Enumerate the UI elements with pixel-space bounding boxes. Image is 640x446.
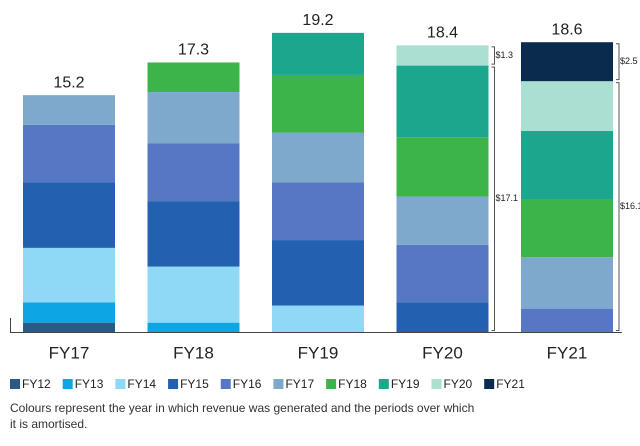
bar-segment xyxy=(396,45,489,66)
legend-label: FY21 xyxy=(496,377,525,391)
legend-label: FY20 xyxy=(444,377,473,391)
legend-label: FY17 xyxy=(285,377,314,391)
legend-label: FY13 xyxy=(75,377,104,391)
bar-segment xyxy=(396,196,489,245)
x-tick-label: FY21 xyxy=(547,343,588,362)
legend-swatch xyxy=(484,379,495,389)
legend-label: FY15 xyxy=(180,377,209,391)
bar-segment xyxy=(521,42,613,82)
legend-swatch xyxy=(326,379,337,389)
bar-segment xyxy=(396,244,489,303)
bar-segment xyxy=(396,65,489,138)
bracket-label: $16.1 xyxy=(620,201,640,211)
bar-segment xyxy=(147,266,240,323)
bracket-label: $2.5 xyxy=(620,56,638,66)
legend-label: FY19 xyxy=(391,377,420,391)
bar-segment xyxy=(272,132,364,183)
legend-swatch xyxy=(378,379,389,389)
total-label: 19.2 xyxy=(302,12,333,29)
x-tick-label: FY17 xyxy=(49,343,90,362)
bar-segment xyxy=(521,257,613,309)
bar-segment xyxy=(521,131,613,200)
legend-swatch xyxy=(220,379,231,389)
bar-segment xyxy=(23,322,115,332)
bracket xyxy=(616,82,620,331)
bar-segment xyxy=(521,308,613,332)
legend-swatch xyxy=(62,379,73,389)
bar-segment xyxy=(23,247,115,303)
legend-swatch xyxy=(10,379,20,389)
bar-segment xyxy=(23,302,115,323)
legend-swatch xyxy=(115,379,126,389)
bar-segment xyxy=(272,305,364,332)
footnote-line: it is amortised. xyxy=(10,417,88,431)
bar-segment xyxy=(23,182,115,248)
x-tick-label: FY19 xyxy=(298,343,339,362)
legend-label: FY16 xyxy=(233,377,262,391)
bracket xyxy=(491,66,495,331)
bar-segment xyxy=(521,199,613,258)
bar-segment xyxy=(147,143,240,202)
legend-label: FY14 xyxy=(127,377,156,391)
bar-segment xyxy=(272,74,364,133)
bar-segment xyxy=(521,81,613,132)
legend-swatch xyxy=(431,379,442,389)
x-tick-label: FY18 xyxy=(173,343,214,362)
x-tick-label: FY20 xyxy=(422,343,463,362)
bracket xyxy=(491,46,495,65)
legend-label: FY18 xyxy=(338,377,367,391)
total-label: 18.6 xyxy=(551,21,582,38)
bar-segment xyxy=(396,302,489,332)
bracket-label: $17.1 xyxy=(496,193,519,203)
bar-segment xyxy=(147,92,240,144)
bar-segment xyxy=(23,124,115,183)
total-label: 17.3 xyxy=(178,42,209,59)
bar-segment xyxy=(272,32,364,75)
bracket-label: $1.3 xyxy=(496,50,514,60)
bar-segment xyxy=(396,137,489,197)
legend-swatch xyxy=(168,379,179,389)
bar-segment xyxy=(23,95,115,125)
total-label: 15.2 xyxy=(53,74,84,91)
footnote-line: Colours represent the year in which reve… xyxy=(10,401,475,415)
bracket xyxy=(616,43,620,81)
legend-label: FY12 xyxy=(22,377,51,391)
total-label: 18.4 xyxy=(427,25,458,42)
bar-segment xyxy=(147,322,240,332)
bar-segment xyxy=(272,182,364,241)
footnote: Colours represent the year in which reve… xyxy=(10,400,474,432)
bar-segment xyxy=(272,240,364,306)
bar-segment xyxy=(147,201,240,267)
chart: 15.2 FY17 17.3 FY18 19.2 FY19 18.4 FY20 18.6 FY21… xyxy=(10,12,640,391)
bar-segment xyxy=(147,62,240,93)
legend-swatch xyxy=(273,379,284,389)
